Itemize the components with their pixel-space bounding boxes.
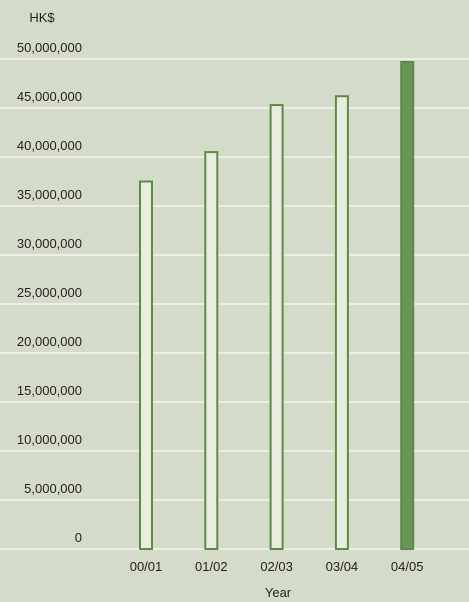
- x-tick-label: 00/01: [130, 559, 163, 574]
- y-tick-label: 0: [75, 530, 82, 545]
- bar: [269, 104, 284, 550]
- bar: [334, 95, 349, 551]
- bar: [400, 60, 415, 550]
- y-tick-label: 35,000,000: [17, 187, 82, 202]
- y-tick-label: 45,000,000: [17, 89, 82, 104]
- bar: [139, 180, 153, 550]
- y-tick-label: 5,000,000: [24, 481, 82, 496]
- y-tick-label: 20,000,000: [17, 334, 82, 349]
- x-tick-label: 03/04: [326, 559, 359, 574]
- x-tick-label: 04/05: [391, 559, 424, 574]
- y-axis-label: HK$: [29, 10, 55, 25]
- y-tick-label: 40,000,000: [17, 138, 82, 153]
- x-tick-label: 02/03: [260, 559, 293, 574]
- y-tick-label: 50,000,000: [17, 40, 82, 55]
- x-tick-label: 01/02: [195, 559, 228, 574]
- x-axis-label: Year: [265, 585, 292, 600]
- bar: [204, 151, 219, 550]
- y-tick-label: 25,000,000: [17, 285, 82, 300]
- y-tick-label: 30,000,000: [17, 236, 82, 251]
- y-tick-label: 15,000,000: [17, 383, 82, 398]
- y-tick-label: 10,000,000: [17, 432, 82, 447]
